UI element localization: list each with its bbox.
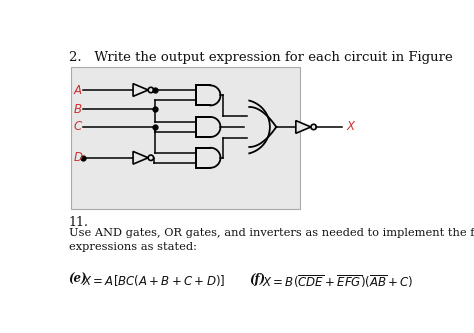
Polygon shape — [196, 117, 220, 137]
Text: $X = B(\overline{CDE} + \overline{EFG})(\overline{AB} + C)$: $X = B(\overline{CDE} + \overline{EFG})(… — [262, 273, 414, 290]
Text: C: C — [74, 121, 82, 134]
Text: X: X — [346, 121, 354, 134]
Text: (f): (f) — [249, 273, 265, 286]
Text: A: A — [74, 84, 82, 97]
Polygon shape — [133, 152, 148, 164]
Polygon shape — [249, 101, 276, 153]
Text: 2.   Write the output expression for each circuit in Figure: 2. Write the output expression for each … — [69, 51, 452, 64]
Text: Use AND gates, OR gates, and inverters as needed to implement the following logi: Use AND gates, OR gates, and inverters a… — [69, 228, 474, 252]
Text: $X = A[BC(A + B + C + D)]$: $X = A[BC(A + B + C + D)]$ — [82, 273, 226, 288]
Text: D: D — [74, 151, 83, 164]
Text: 11.: 11. — [69, 215, 89, 228]
Polygon shape — [133, 84, 148, 96]
Circle shape — [148, 87, 154, 93]
Polygon shape — [196, 148, 220, 168]
Polygon shape — [196, 85, 220, 106]
Text: (e): (e) — [69, 273, 87, 286]
Circle shape — [311, 124, 316, 130]
Circle shape — [148, 155, 154, 161]
Polygon shape — [296, 121, 311, 133]
FancyBboxPatch shape — [71, 67, 300, 209]
Text: B: B — [74, 103, 82, 116]
